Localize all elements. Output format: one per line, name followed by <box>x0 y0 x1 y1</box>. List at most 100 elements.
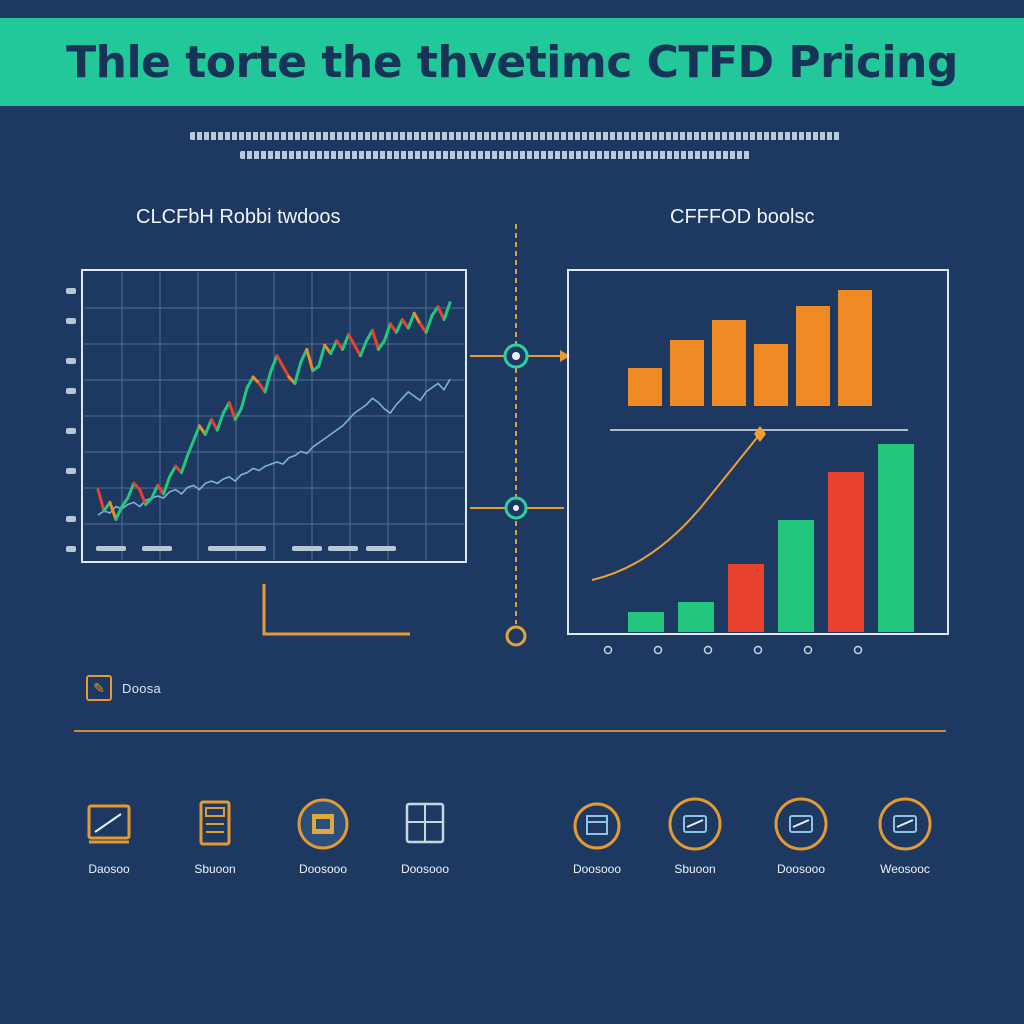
series-segment <box>406 311 416 330</box>
series-segment <box>293 360 303 385</box>
feature-item: Daosoo <box>54 796 164 876</box>
trend-curve <box>591 433 761 581</box>
x-tick-label <box>653 645 663 655</box>
series-segment <box>370 328 380 351</box>
bottom-bar-series <box>628 444 914 632</box>
series-segment <box>412 311 422 326</box>
feature-item: Doosooo <box>746 796 856 876</box>
section-divider <box>74 730 946 732</box>
series-segment <box>299 347 309 364</box>
monitor-circle-icon <box>774 797 828 851</box>
series-segment <box>180 454 189 475</box>
left-chart-y-ticks <box>66 288 76 552</box>
gear-node-icon <box>505 625 527 647</box>
x-tick-label <box>853 645 863 655</box>
series-segment <box>353 343 363 358</box>
note-text: Doosa <box>122 680 162 696</box>
feature-item: Doosooo <box>542 796 652 876</box>
x-tick-label <box>236 546 266 551</box>
series-segment <box>317 343 327 368</box>
subtitle-line-2 <box>240 151 750 159</box>
series-segment <box>215 411 225 432</box>
series-segment <box>221 401 231 415</box>
top-bar <box>670 340 704 406</box>
left-line-chart <box>66 269 467 563</box>
note-row: ✎ Doosa <box>86 675 161 701</box>
series-segment <box>114 505 124 521</box>
chart-board-icon <box>87 804 131 844</box>
x-tick-label <box>753 645 763 655</box>
feature-label: Sbuoon <box>194 862 236 876</box>
right-chart-x-ticks <box>603 645 863 655</box>
bottom-bar <box>728 564 764 632</box>
feature-label: Daosoo <box>88 862 130 876</box>
right-panel-title: CFFFOD boolsc <box>670 206 815 228</box>
document-icon: ✎ <box>86 675 112 701</box>
series-segment <box>323 343 333 356</box>
ledger-badge-icon <box>297 798 349 850</box>
right-bar-chart <box>567 269 949 655</box>
feature-label: Doosooo <box>400 862 450 876</box>
x-tick-label <box>366 546 396 551</box>
y-tick-label <box>66 358 76 364</box>
series-segment <box>162 475 172 496</box>
series-segment <box>96 488 106 513</box>
series-segment <box>341 333 351 351</box>
arrow-head-icon <box>560 350 570 362</box>
x-tick-label <box>208 546 238 551</box>
series-segment <box>185 439 195 458</box>
series-segment <box>203 418 213 436</box>
series-segment <box>263 369 273 394</box>
series-segment <box>126 481 136 500</box>
page-title: Thle torte the thvetimc CTFD Pricing <box>66 36 958 88</box>
x-tick-label <box>142 546 172 551</box>
series-segment <box>245 375 255 390</box>
series-segment <box>168 464 178 479</box>
trend-marker-icon <box>754 426 766 442</box>
series-segment <box>329 339 339 356</box>
series-segment <box>150 483 160 500</box>
feature-item: Doosooo <box>370 796 480 876</box>
series-segment <box>305 347 315 373</box>
top-bar <box>796 306 830 406</box>
connector-diagram <box>470 224 570 647</box>
bottom-bar <box>778 520 814 632</box>
bottom-bar <box>828 472 864 632</box>
feature-label: Doosooo <box>776 862 826 876</box>
y-tick-label <box>66 428 76 434</box>
left-panel-title: CLCFbH Robbi twdoos <box>136 206 341 228</box>
series-segment <box>108 500 118 521</box>
subtitle-line-1 <box>190 132 840 140</box>
gear-node-core <box>513 505 519 511</box>
top-bar <box>628 368 662 406</box>
series-segment <box>376 339 386 351</box>
bracket-connector <box>262 584 410 636</box>
briefcase-circle-icon <box>878 797 932 851</box>
feature-label: Sbuoon <box>674 862 716 876</box>
x-tick-label <box>328 546 358 551</box>
series-segment <box>269 354 279 373</box>
series-segment <box>227 401 237 421</box>
x-tick-label <box>96 546 126 551</box>
bottom-bar <box>628 612 664 632</box>
feature-label: Weosooc <box>880 862 930 876</box>
series-line-blue <box>97 378 451 516</box>
right-chart-frame <box>567 269 949 635</box>
series-segment <box>191 424 201 443</box>
calculator-icon <box>199 800 231 846</box>
series-segment <box>120 496 130 509</box>
left-chart-series <box>96 301 452 521</box>
left-chart-x-ticks <box>96 546 396 551</box>
series-segment <box>442 301 452 322</box>
series-segment <box>138 488 148 506</box>
top-bar <box>838 290 872 406</box>
series-segment <box>382 322 392 343</box>
left-chart-grid <box>84 272 464 560</box>
x-tick-label <box>803 645 813 655</box>
bracket-line <box>262 584 410 636</box>
series-segment <box>233 407 243 421</box>
feature-item: Sbuoon <box>640 796 750 876</box>
series-segment <box>424 313 434 334</box>
top-bar <box>754 344 788 406</box>
series-segment <box>436 305 446 322</box>
